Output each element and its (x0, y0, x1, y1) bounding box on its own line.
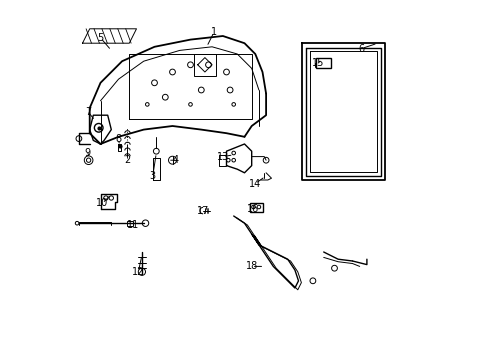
Text: 15: 15 (311, 58, 324, 68)
Text: 13: 13 (216, 152, 228, 162)
Text: 14: 14 (249, 179, 261, 189)
Text: 18: 18 (245, 261, 257, 271)
Text: 2: 2 (124, 155, 130, 165)
Bar (194, 54, 215, 76)
Bar (249, 203, 262, 212)
Text: 8: 8 (115, 134, 122, 144)
Text: 7: 7 (84, 107, 91, 117)
Bar (127, 221, 133, 226)
Text: 5: 5 (97, 33, 103, 43)
Bar (316, 58, 330, 68)
Text: 17: 17 (197, 206, 209, 216)
Text: 3: 3 (149, 171, 156, 181)
Text: 16: 16 (247, 204, 259, 214)
Text: 11: 11 (126, 220, 139, 230)
Text: 1: 1 (210, 27, 217, 37)
Text: 10: 10 (96, 198, 108, 208)
Text: 6: 6 (358, 44, 364, 54)
Text: 12: 12 (132, 267, 144, 277)
Text: 4: 4 (173, 155, 179, 165)
Text: 9: 9 (84, 148, 91, 158)
